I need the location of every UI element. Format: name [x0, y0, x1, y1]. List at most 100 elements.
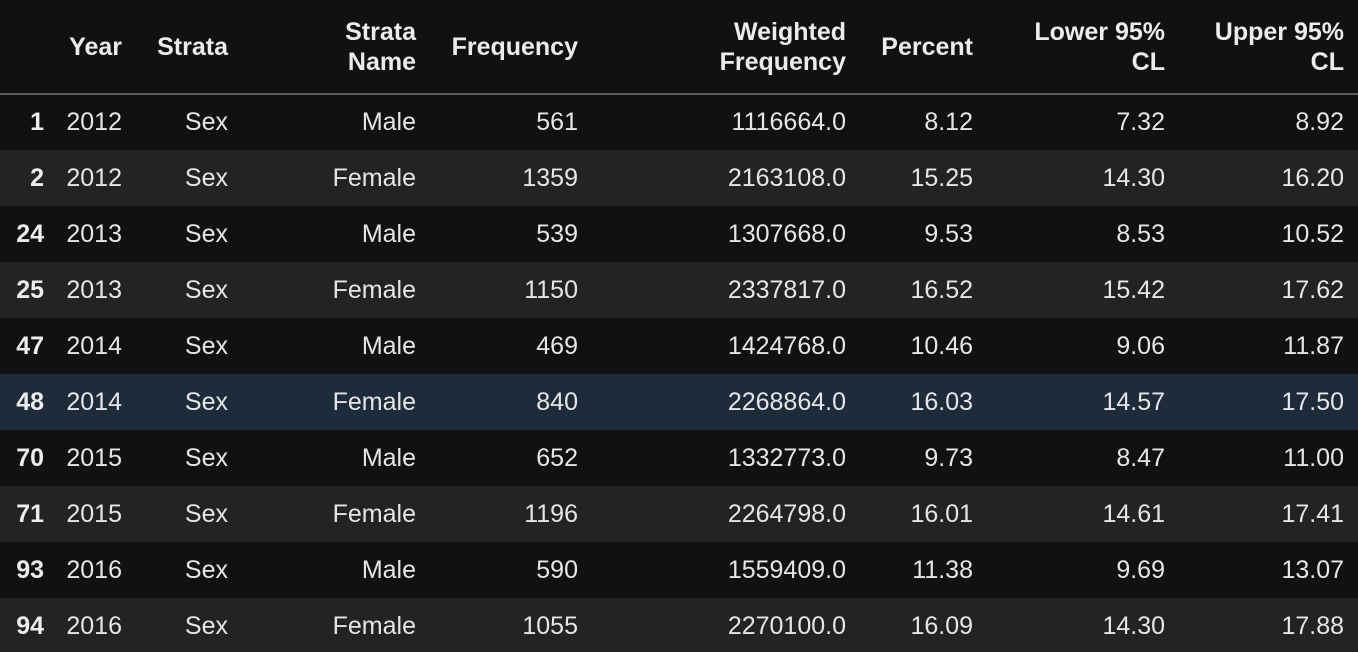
row-index: 1 — [30, 108, 44, 136]
cell-percent: 15.25 — [910, 163, 973, 192]
cell-frequency: 561 — [536, 108, 578, 136]
cell-upper-cl: 11.87 — [1283, 331, 1344, 360]
cell-strata-name: Male — [361, 443, 416, 472]
column-header-weighted-frequency[interactable]: Weighted Frequency — [592, 0, 860, 95]
cell-lower-cl: 14.30 — [1102, 611, 1165, 640]
cell-year: 2012 — [66, 163, 122, 192]
cell-year: 2013 — [66, 219, 122, 248]
cell-percent: 16.09 — [910, 611, 973, 640]
table-row[interactable]: 25 2013 Sex Female 1150 2337817.0 16.52 15.42 17… — [0, 262, 1358, 318]
row-index: 24 — [16, 219, 44, 248]
cell-strata-name: Male — [361, 555, 416, 584]
column-header-percent[interactable]: Percent — [860, 0, 987, 95]
column-header-strata[interactable]: Strata — [136, 0, 242, 95]
cell-strata: Sex — [184, 499, 228, 528]
row-index: 71 — [16, 499, 44, 528]
cell-percent: 9.53 — [924, 219, 973, 248]
cell-strata: Sex — [184, 555, 228, 584]
cell-strata: Sex — [184, 275, 228, 304]
cell-strata: Sex — [184, 611, 228, 640]
cell-year: 2014 — [66, 331, 122, 360]
row-index: 48 — [16, 387, 44, 416]
cell-strata-name: Female — [332, 387, 416, 416]
table-row[interactable]: 1 2012 Sex Male 561 1116664.0 8.12 7.32 8.92 — [0, 94, 1358, 150]
header-row: Year Strata Strata Name Frequency Weighte… — [0, 0, 1358, 95]
cell-weighted-frequency: 1116664.0 — [731, 108, 846, 136]
cell-frequency: 539 — [536, 219, 578, 248]
cell-lower-cl: 9.69 — [1116, 555, 1165, 584]
cell-upper-cl: 13.07 — [1281, 555, 1344, 584]
cell-lower-cl: 8.47 — [1116, 443, 1165, 472]
cell-year: 2015 — [66, 443, 122, 472]
cell-lower-cl: 14.57 — [1102, 387, 1165, 416]
cell-frequency: 590 — [536, 555, 578, 584]
cell-lower-cl: 8.53 — [1116, 219, 1165, 248]
cell-frequency: 1196 — [524, 499, 578, 528]
table-row[interactable]: 71 2015 Sex Female 1196 2264798.0 16.01 14.61 17… — [0, 486, 1358, 542]
cell-strata-name: Female — [332, 499, 416, 528]
row-index: 70 — [16, 443, 44, 472]
cell-percent: 16.01 — [910, 499, 973, 528]
cell-lower-cl: 14.61 — [1102, 499, 1165, 528]
table-row[interactable]: 48 2014 Sex Female 840 2268864.0 16.03 14.57 17.… — [0, 374, 1358, 430]
cell-upper-cl: 8.92 — [1295, 108, 1344, 136]
column-header-upper-cl[interactable]: Upper 95% CL — [1179, 0, 1358, 95]
cell-lower-cl: 14.30 — [1102, 163, 1165, 192]
cell-percent: 10.46 — [910, 331, 973, 360]
cell-upper-cl: 17.50 — [1281, 387, 1344, 416]
cell-strata-name: Male — [361, 331, 416, 360]
cell-lower-cl: 15.42 — [1102, 275, 1165, 304]
table-row[interactable]: 70 2015 Sex Male 652 1332773.0 9.73 8.47 11.00 — [0, 430, 1358, 486]
cell-weighted-frequency: 2268864.0 — [727, 387, 846, 416]
table-row[interactable]: 94 2016 Sex Female 1055 2270100.0 16.09 14.30 17… — [0, 598, 1358, 652]
cell-strata-name: Male — [361, 108, 416, 136]
row-index: 94 — [16, 611, 44, 640]
cell-strata-name: Female — [332, 275, 416, 304]
cell-year: 2016 — [66, 611, 122, 640]
cell-percent: 11.38 — [912, 555, 973, 584]
cell-weighted-frequency: 1424768.0 — [727, 331, 846, 360]
cell-frequency: 1055 — [522, 611, 578, 640]
cell-weighted-frequency: 1307668.0 — [727, 219, 846, 248]
cell-year: 2016 — [66, 555, 122, 584]
row-index: 2 — [30, 163, 44, 192]
cell-percent: 16.52 — [910, 275, 973, 304]
cell-weighted-frequency: 2270100.0 — [727, 611, 846, 640]
cell-frequency: 840 — [536, 387, 578, 416]
cell-weighted-frequency: 2163108.0 — [727, 163, 846, 192]
row-index: 47 — [16, 331, 44, 360]
table-body: 1 2012 Sex Male 561 1116664.0 8.12 7.32 8.92 2 201… — [0, 94, 1358, 652]
column-header-frequency[interactable]: Frequency — [430, 0, 592, 95]
cell-upper-cl: 11.00 — [1283, 443, 1344, 472]
cell-year: 2013 — [66, 275, 122, 304]
cell-lower-cl: 7.32 — [1116, 108, 1165, 136]
cell-strata-name: Male — [361, 219, 416, 248]
row-index: 93 — [16, 555, 44, 584]
cell-frequency: 652 — [536, 443, 578, 472]
cell-percent: 8.12 — [924, 108, 973, 136]
column-header-lower-cl[interactable]: Lower 95% CL — [987, 0, 1179, 95]
cell-year: 2015 — [66, 499, 122, 528]
cell-strata: Sex — [184, 443, 228, 472]
cell-strata-name: Female — [332, 611, 416, 640]
index-column-header — [0, 0, 50, 95]
cell-percent: 9.73 — [924, 443, 973, 472]
cell-lower-cl: 9.06 — [1116, 331, 1165, 360]
cell-strata: Sex — [184, 387, 228, 416]
table-row[interactable]: 47 2014 Sex Male 469 1424768.0 10.46 9.06 11.87 — [0, 318, 1358, 374]
cell-upper-cl: 17.62 — [1281, 275, 1344, 304]
table-row[interactable]: 93 2016 Sex Male 590 1559409.0 11.38 9.69 13.07 — [0, 542, 1358, 598]
cell-upper-cl: 16.20 — [1281, 163, 1344, 192]
column-header-strata-name[interactable]: Strata Name — [242, 0, 430, 95]
cell-frequency: 469 — [536, 331, 578, 360]
column-header-year[interactable]: Year — [50, 0, 136, 95]
cell-weighted-frequency: 2337817.0 — [727, 275, 846, 304]
row-index: 25 — [16, 275, 44, 304]
table-row[interactable]: 2 2012 Sex Female 1359 2163108.0 15.25 14.30 16.… — [0, 150, 1358, 206]
cell-year: 2014 — [66, 387, 122, 416]
cell-frequency: 1150 — [524, 275, 578, 304]
cell-year: 2012 — [66, 108, 122, 136]
cell-weighted-frequency: 1559409.0 — [727, 555, 846, 584]
table-row[interactable]: 24 2013 Sex Male 539 1307668.0 9.53 8.53 10.52 — [0, 206, 1358, 262]
